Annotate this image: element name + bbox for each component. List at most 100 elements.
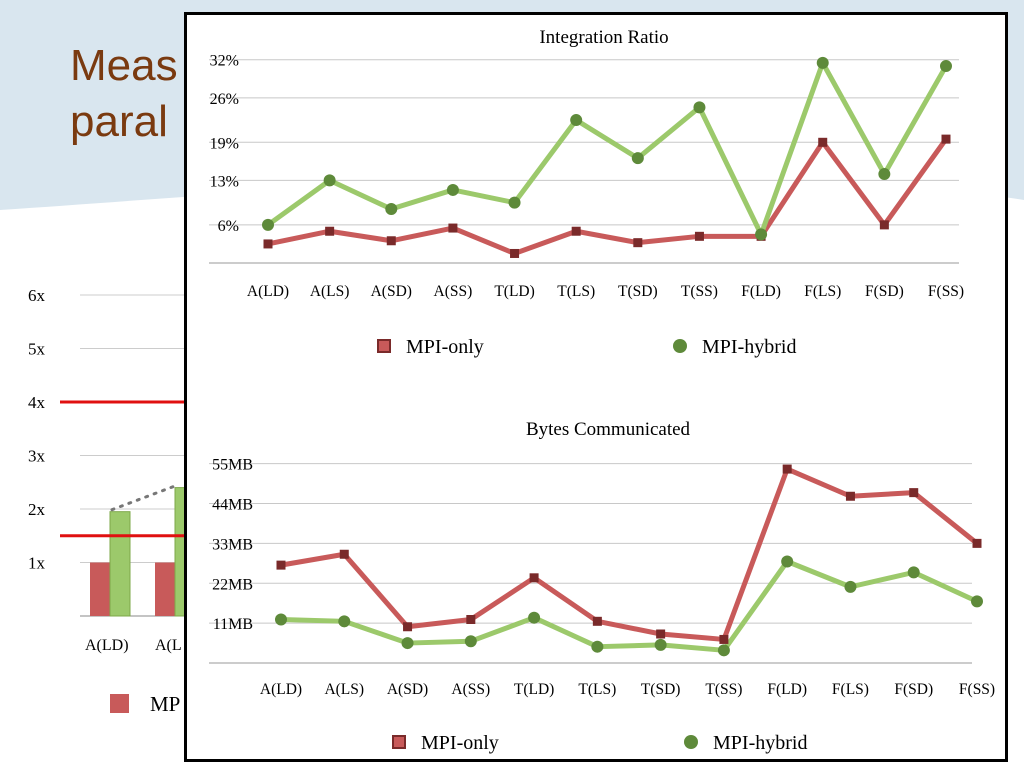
y-tick-label: 32% <box>210 53 239 70</box>
data-point-mpi-only <box>845 491 855 501</box>
y-tick-label: 13% <box>210 173 239 190</box>
x-tick-label: F(SD) <box>865 283 904 300</box>
data-point-mpi-only <box>263 239 273 249</box>
data-point-mpi-only <box>972 538 982 548</box>
data-point-mpi-hybrid <box>971 595 983 608</box>
bar-mpi-only <box>90 562 110 616</box>
legend-marker-mpi-hybrid <box>673 339 687 353</box>
x-tick-label: A(SS) <box>451 681 490 698</box>
data-point-mpi-hybrid <box>631 152 644 165</box>
y-tick-label: 33MB <box>212 536 253 553</box>
x-tick-label: A(SS) <box>434 283 473 300</box>
y-tick-label: 26% <box>210 91 239 108</box>
x-tick-label: A(LS) <box>310 283 350 300</box>
data-point-mpi-hybrid <box>275 613 287 626</box>
data-point-mpi-only <box>529 573 539 583</box>
data-point-mpi-only <box>879 220 889 230</box>
data-point-mpi-only <box>510 248 520 258</box>
bytes-communicated-chart: Bytes Communicated 55MB 44MB 33MB 22MB 11MB A(… <box>209 419 995 754</box>
y-tick-label: 1x <box>28 554 46 573</box>
y-tick-label: 55MB <box>212 457 253 474</box>
data-point-mpi-only <box>719 634 729 644</box>
x-tick-label: F(LS) <box>804 283 841 300</box>
series-line-mpi-only <box>267 137 949 256</box>
data-point-mpi-hybrid <box>907 566 920 579</box>
x-tick-label: T(SD) <box>641 681 681 698</box>
bar-mpi-hybrid <box>109 511 131 617</box>
x-tick-label: A(SD) <box>387 681 428 698</box>
x-tick-label: T(LD) <box>514 681 554 698</box>
slide-title-line2: paral <box>70 97 168 146</box>
data-point-mpi-hybrid <box>401 637 414 650</box>
legend-marker-mpi-only <box>110 694 129 713</box>
data-point-mpi-hybrid <box>591 640 604 653</box>
bar-mpi-only <box>155 562 175 616</box>
data-point-mpi-hybrid <box>508 196 521 209</box>
x-tick-label: T(LS) <box>557 283 595 300</box>
data-point-mpi-hybrid <box>338 615 351 628</box>
data-point-mpi-hybrid <box>878 168 891 181</box>
data-point-mpi-hybrid <box>844 580 857 593</box>
data-point-mpi-hybrid <box>654 638 667 651</box>
data-point-mpi-hybrid <box>528 611 541 624</box>
y-tick-label: 5x <box>28 340 46 359</box>
chart-title: Bytes Communicated <box>526 419 691 440</box>
data-point-mpi-only <box>339 549 349 559</box>
slide-title-line1: Meas <box>70 41 178 90</box>
x-tick-label: A(SD) <box>371 283 412 300</box>
x-tick-label: A(LD) <box>85 637 129 654</box>
data-point-mpi-only <box>592 616 602 626</box>
y-tick-label: 11MB <box>213 616 253 633</box>
y-tick-label: 2x <box>28 500 46 519</box>
series-line-mpi-hybrid <box>266 60 949 237</box>
legend-marker-mpi-hybrid <box>684 735 698 749</box>
data-point-mpi-hybrid <box>385 203 398 215</box>
x-tick-label: F(SS) <box>959 681 995 698</box>
data-point-mpi-hybrid <box>755 228 768 241</box>
y-tick-label: 6% <box>218 218 239 235</box>
data-point-mpi-hybrid <box>323 174 336 187</box>
legend-marker-mpi-only <box>377 339 391 353</box>
data-point-mpi-only <box>633 238 643 248</box>
legend-label: MPI-only <box>421 732 499 754</box>
x-tick-label: T(SS) <box>681 283 718 300</box>
y-tick-label: 6x <box>28 286 46 305</box>
chart-title: Integration Ratio <box>539 27 668 48</box>
x-tick-label: F(SD) <box>894 681 933 698</box>
x-tick-label: F(LD) <box>767 681 807 698</box>
data-point-mpi-only <box>403 622 413 632</box>
data-point-mpi-hybrid <box>464 635 477 648</box>
overlay-figure: Integration Ratio 32% 26% 19% 13% 6% A(LD) A(LS… <box>184 12 1008 762</box>
y-tick-label: 44MB <box>212 497 253 514</box>
data-point-mpi-only <box>448 223 458 233</box>
data-point-mpi-only <box>782 464 792 474</box>
y-tick-label: 3x <box>28 447 46 466</box>
x-tick-label: F(LD) <box>741 283 781 300</box>
data-point-mpi-hybrid <box>717 644 730 657</box>
data-point-mpi-hybrid <box>446 183 459 196</box>
x-tick-label: A(LS) <box>324 681 364 698</box>
trend-dotted-line <box>110 484 178 512</box>
x-tick-label: T(LD) <box>494 283 534 300</box>
legend-label: MP <box>150 692 180 716</box>
x-tick-label: F(SS) <box>928 283 964 300</box>
y-tick-label: 4x <box>28 393 46 412</box>
series-line-mpi-only <box>280 466 979 642</box>
series-line-mpi-hybrid <box>280 559 979 653</box>
x-tick-label: A(LD) <box>260 681 302 698</box>
data-point-mpi-only <box>571 226 581 236</box>
x-tick-label: T(SD) <box>618 283 658 300</box>
data-point-mpi-only <box>818 137 828 147</box>
data-point-mpi-only <box>386 236 396 246</box>
legend-label: MPI-hybrid <box>702 336 796 358</box>
data-point-mpi-hybrid <box>262 218 274 231</box>
integration-ratio-chart: Integration Ratio 32% 26% 19% 13% 6% A(LD) A(LS… <box>209 27 964 358</box>
slide-title: Meas paral <box>70 38 178 150</box>
legend-marker-mpi-only <box>392 735 406 749</box>
x-tick-label: F(LS) <box>832 681 869 698</box>
y-tick-label: 19% <box>210 135 239 152</box>
data-point-mpi-only <box>325 226 335 236</box>
data-point-mpi-hybrid <box>781 555 794 568</box>
background-speedup-chart: 6x 5x 4x 3x 2x 1x A(LD) A(L MP <box>28 286 200 716</box>
data-point-mpi-only <box>466 615 476 624</box>
